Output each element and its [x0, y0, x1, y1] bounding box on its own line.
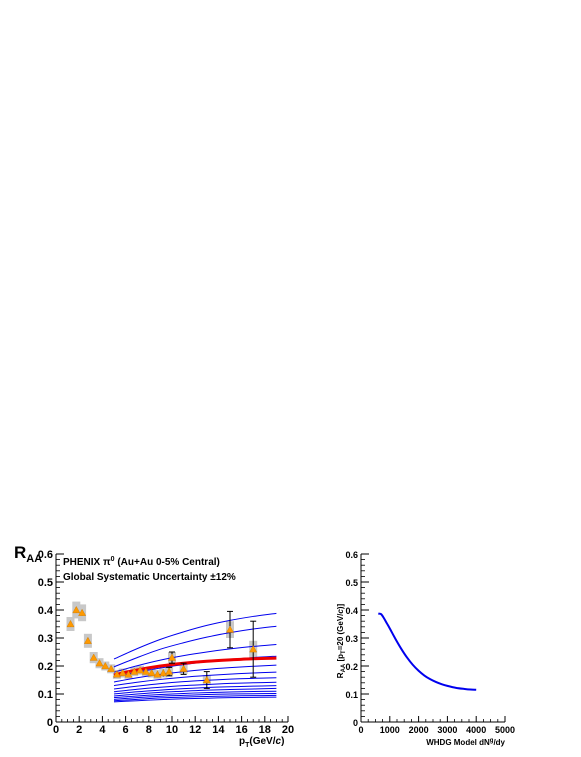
data-point [66, 619, 75, 628]
left-y-axis-title: RAA [14, 543, 42, 565]
left-chart: 0 2 4 6 8 10 12 14 16 18 20 0 0.1 0.2 0.3 0.4 0.5 0.6 RAA… [14, 543, 294, 749]
data-point [124, 670, 133, 678]
data-point [72, 605, 81, 614]
data-point [136, 666, 145, 674]
x-tick-label: 10 [166, 724, 178, 736]
right-x-axis-title: WHDG Model dNg/dy [426, 738, 505, 747]
y-tick-label: 0.3 [38, 633, 53, 645]
x-tick-label: 2 [76, 724, 82, 736]
x-tick-label: 5000 [495, 725, 515, 735]
data-point [95, 659, 104, 667]
model-curve [113, 692, 277, 700]
x-tick-label: 1000 [380, 725, 400, 735]
y-tick-label: 0.4 [38, 605, 54, 617]
y-tick-label: 0.5 [38, 577, 53, 589]
model-curve [113, 681, 277, 693]
x-tick-label: 20 [282, 724, 294, 736]
y-tick-label: 0.6 [38, 549, 53, 561]
right-tick-labels: 0 1000 2000 3000 4000 5000 0 0.1 0.2 0.3 0.4 0.5 0.6 [345, 550, 515, 735]
y-tick-label: 0.2 [38, 661, 53, 673]
model-curve [113, 612, 277, 660]
y-tick-label: 0.1 [38, 689, 53, 701]
y-tick-label: 0.4 [345, 606, 358, 616]
x-tick-label: 0 [53, 724, 59, 736]
x-tick-label: 16 [235, 724, 247, 736]
model-curve [113, 677, 277, 690]
model-curve [113, 625, 277, 668]
x-tick-label: 3000 [437, 725, 457, 735]
data-point [168, 653, 176, 661]
y-tick-label: 0.6 [345, 550, 358, 560]
data-point [165, 667, 174, 675]
x-tick-label: 4000 [466, 725, 486, 735]
data-point [202, 675, 211, 684]
y-tick-label: 0.1 [345, 690, 358, 700]
model-curve [113, 690, 277, 699]
data-point [107, 664, 116, 672]
x-tick-label: 2000 [409, 725, 429, 735]
left-axes [55, 553, 289, 723]
y-tick-label: 0.3 [345, 634, 358, 644]
y-tick-label: 0.5 [345, 578, 358, 588]
x-tick-label: 0 [358, 725, 363, 735]
right-axes [360, 553, 506, 723]
model-curve [113, 664, 277, 683]
data-point [141, 667, 150, 675]
data-point [118, 668, 127, 677]
annotation-phenix: PHENIX π0 (Au+Au 0-5% Central) [63, 556, 220, 568]
data-point [83, 636, 92, 644]
right-y-axis-title: RAA [pT=20 (GeV/c)] [336, 603, 347, 678]
model-curve [113, 643, 277, 673]
model-curve [113, 685, 277, 695]
x-tick-label: 6 [123, 724, 129, 736]
data-point [249, 645, 258, 653]
right-chart: 0 1000 2000 3000 4000 5000 0 0.1 0.2 0.3 0.4 0.5 0.6… [336, 550, 515, 747]
x-tick-label: 18 [259, 724, 271, 736]
y-tick-label: 0 [47, 717, 53, 729]
data-point [101, 661, 110, 670]
data-points [66, 605, 258, 684]
model-curve [113, 696, 277, 703]
model-curve [113, 687, 277, 697]
x-tick-label: 14 [212, 724, 225, 736]
y-tick-label: 0 [353, 718, 358, 728]
data-point [130, 667, 139, 675]
data-point [179, 664, 188, 672]
data-point [112, 670, 121, 678]
model-curve [113, 671, 277, 687]
left-x-axis-title: pT(GeV/c) [239, 736, 284, 749]
data-point [78, 608, 87, 616]
data-point [159, 668, 168, 677]
x-tick-label: 8 [146, 724, 152, 736]
data-point [89, 653, 98, 661]
x-tick-label: 4 [99, 724, 106, 736]
x-tick-label: 12 [189, 724, 201, 736]
whdg-curve [378, 612, 477, 691]
left-tick-labels: 0 2 4 6 8 10 12 14 16 18 20 0 0.1 0.2 0.3 0.4 0.5 0.6 [38, 549, 294, 736]
data-point [147, 668, 156, 677]
annotation-systematic: Global Systematic Uncertainty ±12% [63, 572, 236, 583]
y-tick-label: 0.2 [345, 662, 358, 672]
data-point [226, 625, 234, 633]
data-point [153, 670, 162, 678]
model-curve [113, 694, 277, 702]
whdg-curve-group [378, 612, 477, 691]
